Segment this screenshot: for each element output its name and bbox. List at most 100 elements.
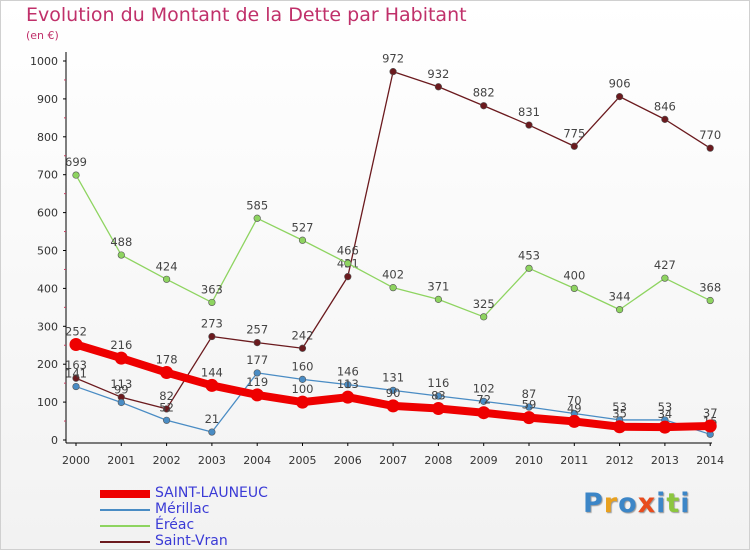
data-point-merillac <box>480 397 488 405</box>
proxiti-logo: Proxiti <box>583 488 691 519</box>
data-label-ereac: 699 <box>65 155 87 169</box>
data-label-saint-vran: 113 <box>110 377 132 391</box>
data-label-merillac: 87 <box>522 387 537 401</box>
data-point-ereac <box>72 171 80 179</box>
data-label-merillac: 116 <box>427 376 449 390</box>
x-tick-label: 2004 <box>243 454 271 467</box>
data-point-saint-vran <box>706 144 714 152</box>
data-label-merillac: 70 <box>567 393 582 407</box>
logo-letter: i <box>680 488 691 519</box>
data-point-saint-launeuc <box>114 351 128 365</box>
legend-swatch <box>100 509 150 511</box>
data-label-saint-launeuc: 119 <box>246 375 268 389</box>
logo-letter: i <box>656 488 667 519</box>
data-point-ereac <box>480 313 488 321</box>
data-point-ereac <box>389 284 397 292</box>
x-tick-label: 2011 <box>560 454 588 467</box>
data-label-saint-launeuc: 252 <box>65 324 87 338</box>
data-point-merillac <box>389 386 397 394</box>
data-label-ereac: 344 <box>609 290 631 304</box>
data-point-merillac <box>72 382 80 391</box>
data-point-saint-vran <box>615 93 624 101</box>
data-label-saint-vran: 163 <box>65 358 87 372</box>
y-tick-label: 300 <box>37 320 58 333</box>
data-label-merillac: 131 <box>382 370 404 384</box>
logo-letter: P <box>583 488 604 519</box>
data-point-saint-vran <box>570 142 578 150</box>
data-point-merillac <box>434 392 443 400</box>
data-label-saint-launeuc: 113 <box>337 377 359 391</box>
data-label-merillac: 177 <box>246 353 268 367</box>
x-tick-label: 2010 <box>515 454 543 467</box>
data-point-saint-launeuc <box>69 337 83 351</box>
data-point-merillac <box>344 381 352 389</box>
data-point-merillac <box>208 428 216 436</box>
legend-label: Saint-Vran <box>155 533 228 549</box>
x-tick-label: 2006 <box>334 454 362 467</box>
data-label-saint-launeuc: 144 <box>201 365 223 379</box>
data-point-merillac <box>253 369 261 377</box>
data-label-saint-launeuc: 178 <box>156 353 178 367</box>
data-point-saint-launeuc <box>567 414 581 428</box>
data-label-saint-vran: 972 <box>382 52 404 66</box>
data-label-saint-launeuc: 34 <box>658 407 673 421</box>
data-point-ereac <box>208 298 216 307</box>
data-label-ereac: 400 <box>563 268 585 282</box>
x-tick-label: 2002 <box>153 454 181 467</box>
y-tick-label: 700 <box>37 169 58 182</box>
legend-label: SAINT-LAUNEUC <box>155 485 268 501</box>
data-label-ereac: 371 <box>427 279 449 293</box>
data-point-saint-launeuc <box>160 366 174 380</box>
y-tick-label: 800 <box>37 131 58 144</box>
data-label-ereac: 466 <box>337 243 359 257</box>
data-label-merillac: 21 <box>205 412 220 426</box>
y-tick-label: 1000 <box>30 55 58 68</box>
data-point-saint-launeuc <box>296 395 309 409</box>
data-label-saint-launeuc: 83 <box>431 389 446 403</box>
data-point-saint-launeuc <box>205 378 219 392</box>
x-tick-label: 2007 <box>379 454 407 467</box>
data-label-saint-vran: 273 <box>201 317 223 331</box>
data-label-ereac: 427 <box>654 258 676 272</box>
data-label-ereac: 585 <box>246 198 268 212</box>
data-point-saint-launeuc <box>613 420 627 434</box>
data-point-merillac <box>525 403 533 411</box>
data-label-merillac: 141 <box>65 367 87 381</box>
data-label-merillac: 99 <box>114 382 129 396</box>
y-tick-label: 200 <box>37 358 58 371</box>
data-point-ereac <box>434 295 443 303</box>
data-label-saint-vran: 775 <box>563 126 585 140</box>
data-point-saint-launeuc <box>477 406 491 420</box>
data-point-saint-vran <box>661 115 669 123</box>
data-point-merillac <box>298 375 307 383</box>
legend-swatch <box>100 490 150 498</box>
x-tick-label: 2001 <box>107 454 135 467</box>
chart-title: Evolution du Montant de la Dette par Hab… <box>26 4 467 26</box>
data-label-saint-launeuc: 90 <box>386 386 401 400</box>
data-point-saint-launeuc <box>386 399 400 413</box>
data-point-saint-vran <box>525 121 533 129</box>
data-point-ereac <box>525 264 533 272</box>
data-point-merillac <box>163 416 171 424</box>
data-point-saint-vran <box>208 332 216 341</box>
data-point-ereac <box>661 274 669 282</box>
data-label-saint-launeuc: 35 <box>612 407 627 421</box>
logo-letter: t <box>666 488 681 519</box>
legend-label: Éréac <box>155 517 195 533</box>
data-label-merillac: 53 <box>658 400 673 414</box>
data-label-ereac: 488 <box>110 235 132 249</box>
x-tick-label: 2013 <box>651 454 679 467</box>
data-point-saint-vran <box>298 344 307 352</box>
data-point-merillac <box>117 398 125 407</box>
data-point-ereac <box>253 214 261 222</box>
data-point-saint-vran <box>344 273 352 281</box>
data-label-saint-vran: 846 <box>654 99 676 113</box>
logo-letter: x <box>637 488 657 519</box>
data-point-saint-vran <box>72 374 80 382</box>
data-point-saint-launeuc <box>250 388 264 402</box>
data-point-saint-launeuc <box>341 390 355 404</box>
data-label-saint-vran: 882 <box>473 86 495 100</box>
data-label-saint-launeuc: 49 <box>567 401 582 415</box>
